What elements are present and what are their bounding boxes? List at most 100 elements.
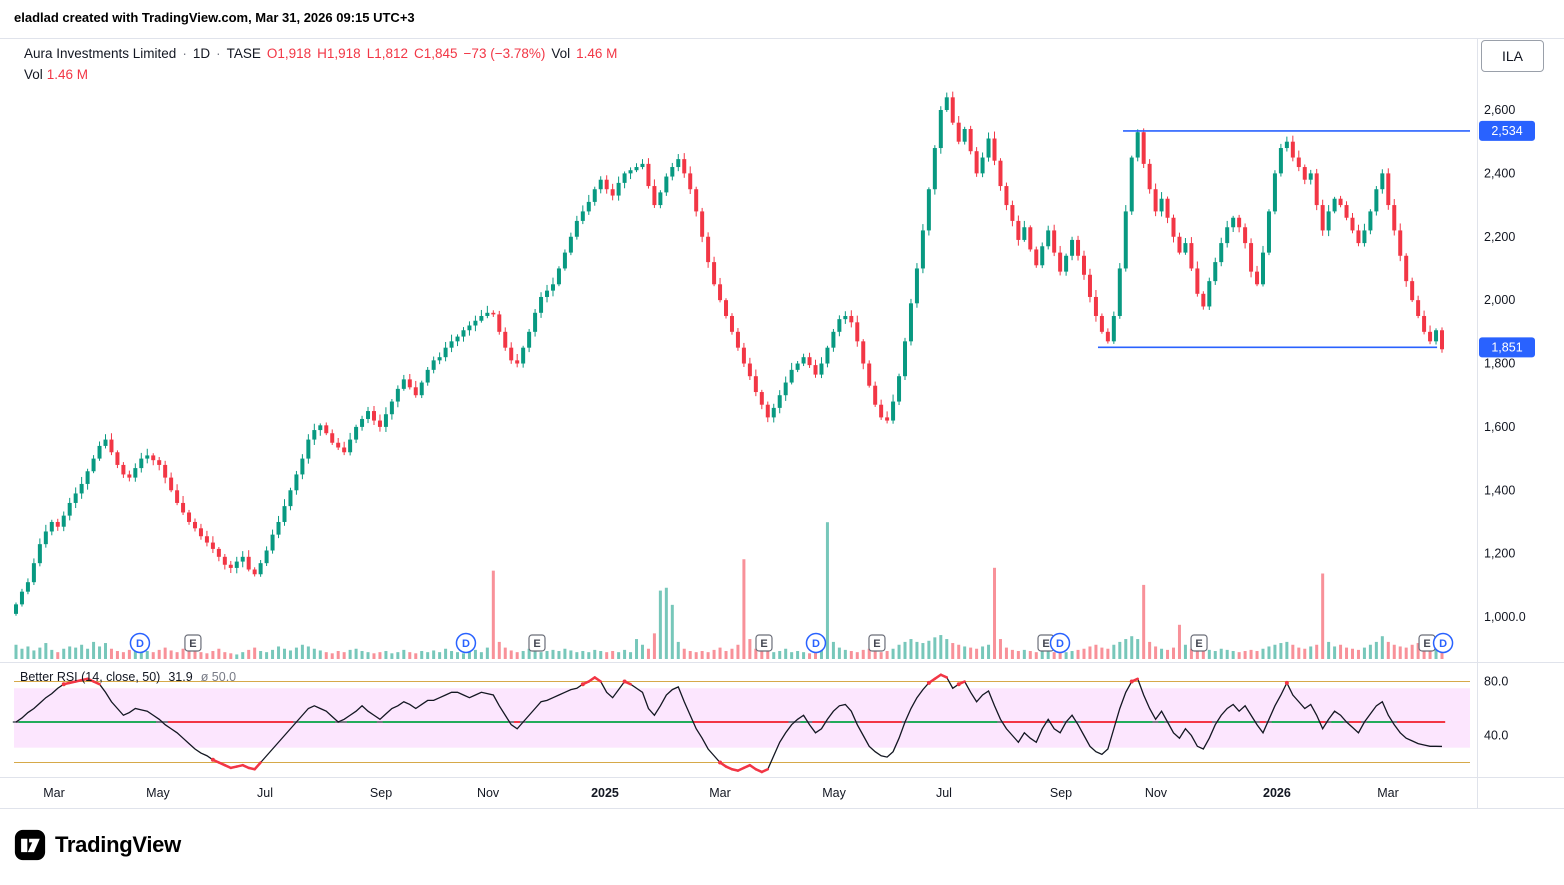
candle xyxy=(276,521,281,535)
volume-bar xyxy=(527,648,531,659)
volume-bar xyxy=(1088,646,1092,659)
earnings-marker[interactable] xyxy=(868,634,886,652)
volume-bar xyxy=(1416,643,1420,659)
candle xyxy=(204,536,209,543)
volume-bar xyxy=(1339,644,1343,659)
candle xyxy=(252,569,257,575)
candle xyxy=(67,502,72,516)
volume-bar xyxy=(1380,636,1384,659)
earnings-marker[interactable] xyxy=(1190,634,1208,652)
candle xyxy=(783,382,788,396)
candle xyxy=(920,230,925,269)
volume-bar xyxy=(187,644,191,659)
candle xyxy=(14,604,18,614)
volume-bar xyxy=(730,648,734,659)
candle xyxy=(348,439,353,453)
earnings-marker[interactable] xyxy=(755,634,773,652)
symbol-title[interactable]: Aura Investments Limited xyxy=(24,46,177,61)
time-axis-label[interactable]: 2026 xyxy=(1263,786,1291,800)
rsi-axis-label[interactable]: 80.0 xyxy=(1484,675,1508,689)
volume-bar xyxy=(897,644,901,659)
earnings-marker[interactable] xyxy=(528,634,546,652)
dividend-marker[interactable] xyxy=(805,632,827,654)
time-axis-label[interactable]: Sep xyxy=(370,786,392,800)
volume-bar xyxy=(1368,644,1372,659)
candle xyxy=(616,182,621,196)
volume-bar xyxy=(1356,649,1360,659)
price-axis-label[interactable]: 2,000 xyxy=(1484,293,1515,307)
volume-indicator-legend[interactable]: Vol 1.46 M xyxy=(24,67,88,82)
volume-bar xyxy=(1392,644,1396,659)
price-axis-label[interactable]: 2,200 xyxy=(1484,230,1515,244)
volume-bar xyxy=(294,647,298,659)
price-axis-label[interactable]: 1,400 xyxy=(1484,483,1515,497)
price-axis-label[interactable]: 2,600 xyxy=(1484,103,1515,117)
dividend-marker[interactable] xyxy=(129,632,151,654)
time-axis-label[interactable]: Sep xyxy=(1050,786,1072,800)
time-axis-label[interactable]: Nov xyxy=(477,786,500,800)
price-axis-label[interactable]: 1,200 xyxy=(1484,547,1515,561)
candle xyxy=(1159,198,1164,212)
candle xyxy=(127,474,132,478)
price-level-badge-text: 2,534 xyxy=(1491,124,1522,138)
candle xyxy=(1034,249,1039,266)
rsi-indicator-legend[interactable]: Better RSI (14, close, 50) 31.9 ø 50.0 xyxy=(20,670,236,684)
price-axis-label[interactable]: 1,800 xyxy=(1484,357,1515,371)
dividend-marker[interactable] xyxy=(1049,632,1071,654)
volume-bar xyxy=(533,650,537,659)
interval-label[interactable]: 1D xyxy=(192,46,211,61)
price-level-badge xyxy=(1479,120,1535,141)
candle xyxy=(1272,173,1277,212)
volume-bar xyxy=(50,649,54,659)
time-axis-label[interactable]: Nov xyxy=(1145,786,1168,800)
volume-bar xyxy=(1046,651,1050,659)
time-axis-label[interactable]: May xyxy=(146,786,170,800)
time-axis-label[interactable]: Mar xyxy=(709,786,731,800)
volume-bar xyxy=(318,650,322,659)
volume-bar xyxy=(438,652,442,659)
earnings-marker[interactable] xyxy=(184,634,202,652)
volume-bar xyxy=(1219,648,1223,659)
volume-bar xyxy=(658,590,662,659)
tradingview-logo-link[interactable]: TradingView xyxy=(14,829,181,861)
volume-value: 1.46 M xyxy=(576,46,618,61)
time-axis-label[interactable]: 2025 xyxy=(591,786,619,800)
candle xyxy=(706,236,711,263)
price-axis-label[interactable]: 2,400 xyxy=(1484,166,1515,180)
volume-bar xyxy=(915,641,919,659)
candle xyxy=(861,341,866,364)
candle xyxy=(515,360,520,364)
volume-bar xyxy=(623,649,627,659)
time-axis-label[interactable]: Mar xyxy=(1377,786,1399,800)
time-axis-label[interactable]: Jul xyxy=(936,786,952,800)
volume-bar xyxy=(1034,652,1038,659)
volume-bar xyxy=(1374,641,1378,659)
volume-bar xyxy=(694,652,698,659)
candle xyxy=(1416,300,1421,316)
rsi-extreme-segment xyxy=(92,680,101,686)
candle xyxy=(497,314,502,332)
volume-bar xyxy=(837,647,841,659)
volume-bar xyxy=(336,651,340,659)
dividend-marker[interactable] xyxy=(455,632,477,654)
rsi-axis-label[interactable]: 40.0 xyxy=(1484,729,1508,743)
time-axis-label[interactable]: Mar xyxy=(43,786,65,800)
candle xyxy=(389,401,394,415)
volume-bar xyxy=(885,651,889,659)
candle xyxy=(962,129,967,142)
candle xyxy=(169,477,174,491)
candle xyxy=(1105,331,1110,342)
volume-bar xyxy=(575,652,579,659)
chart-legend[interactable]: Aura Investments Limited · 1D · TASE O1,… xyxy=(24,46,617,61)
price-axis-label[interactable]: 1,000.0 xyxy=(1484,610,1526,624)
volume-bar xyxy=(20,648,24,659)
dividend-marker[interactable] xyxy=(1432,632,1454,654)
candle xyxy=(157,460,162,465)
rsi-title[interactable]: Better RSI (14, close, 50) xyxy=(20,670,161,684)
time-axis-label[interactable]: May xyxy=(822,786,846,800)
time-axis-label[interactable]: Jul xyxy=(257,786,273,800)
volume-bar xyxy=(44,643,48,659)
price-axis-label[interactable]: 1,600 xyxy=(1484,420,1515,434)
volume-bar xyxy=(855,652,859,659)
